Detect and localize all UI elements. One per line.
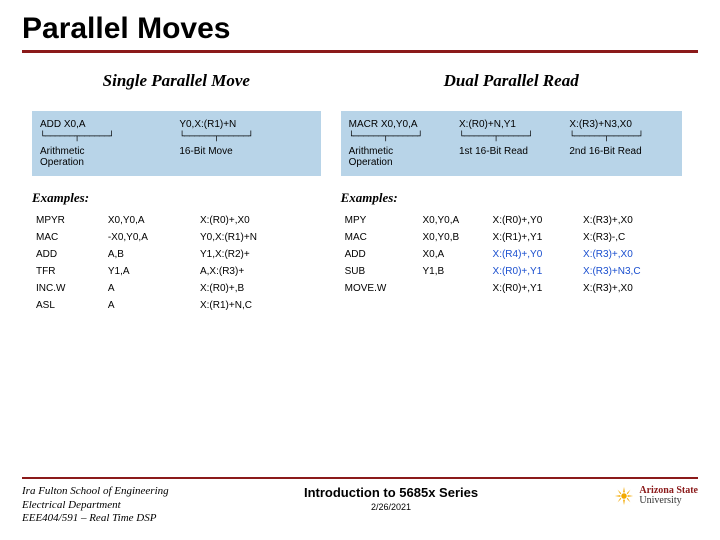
table-cell: TFR bbox=[32, 263, 104, 280]
table-cell: X0,Y0,A bbox=[104, 212, 196, 229]
table-row: ADDX0,AX:(R4)+,Y0X:(R3)+,X0 bbox=[341, 246, 682, 263]
footer-right: Arizona State University bbox=[613, 485, 698, 507]
left-examples-table: MPYRX0,Y0,AX:(R0)+,X0MAC-X0,Y0,AY0,X:(R1… bbox=[32, 212, 321, 314]
left-column: Single Parallel Move ADD X0,A └──────┬───… bbox=[32, 71, 321, 314]
table-cell: A,X:(R3)+ bbox=[196, 263, 321, 280]
table-cell: X:(R3)+,X0 bbox=[579, 212, 682, 229]
table-cell: Y1,A bbox=[104, 263, 196, 280]
table-cell: X0,Y0,B bbox=[418, 229, 488, 246]
instr-cell: Y0,X:(R1)+N └──────┬──────┘ 16-Bit Move bbox=[179, 119, 312, 168]
table-cell: INC.W bbox=[32, 280, 104, 297]
footer-center-date: 2/26/2021 bbox=[169, 502, 614, 512]
right-column: Dual Parallel Read MACR X0,Y0,A └──────┬─… bbox=[341, 71, 682, 314]
table-row: ADDA,BY1,X:(R2)+ bbox=[32, 246, 321, 263]
footer-center: Introduction to 5685x Series 2/26/2021 bbox=[169, 485, 614, 512]
instr-text: MACR X0,Y0,A bbox=[349, 119, 418, 130]
table-cell: MOVE.W bbox=[341, 280, 419, 297]
table-cell: X:(R3)+,X0 bbox=[579, 280, 682, 297]
table-cell: ADD bbox=[341, 246, 419, 263]
bracket-icon: └──────┬──────┘ bbox=[179, 132, 253, 142]
table-row: MAC-X0,Y0,AY0,X:(R1)+N bbox=[32, 229, 321, 246]
table-cell: X:(R0)+,B bbox=[196, 280, 321, 297]
table-cell: X:(R0)+,X0 bbox=[196, 212, 321, 229]
table-cell: ADD bbox=[32, 246, 104, 263]
instr-label: ArithmeticOperation bbox=[349, 146, 393, 168]
table-cell: X:(R3)-,C bbox=[579, 229, 682, 246]
table-cell: -X0,Y0,A bbox=[104, 229, 196, 246]
table-cell: MPY bbox=[341, 212, 419, 229]
instr-cell: X:(R3)+N3,X0 └──────┬──────┘ 2nd 16-Bit Re… bbox=[569, 119, 673, 168]
left-instruction-box: ADD X0,A └──────┬──────┘ ArithmeticOperati… bbox=[32, 111, 321, 176]
table-row: MACX0,Y0,BX:(R1)+,Y1X:(R3)-,C bbox=[341, 229, 682, 246]
table-row: MOVE.W X:(R0)+,Y1X:(R3)+,X0 bbox=[341, 280, 682, 297]
title-underline bbox=[22, 50, 698, 53]
instr-text: Y0,X:(R1)+N bbox=[179, 119, 236, 130]
table-cell: Y0,X:(R1)+N bbox=[196, 229, 321, 246]
table-row: TFRY1,AA,X:(R3)+ bbox=[32, 263, 321, 280]
right-examples-heading: Examples: bbox=[341, 190, 682, 206]
instr-text: ADD X0,A bbox=[40, 119, 86, 130]
asu-sunburst-icon bbox=[613, 485, 635, 507]
left-examples-heading: Examples: bbox=[32, 190, 321, 206]
instr-text: X:(R0)+N,Y1 bbox=[459, 119, 516, 130]
footer-left-text: Ira Fulton School of EngineeringElectric… bbox=[22, 485, 169, 526]
instr-label: 1st 16-Bit Read bbox=[459, 146, 528, 157]
table-cell: X0,Y0,A bbox=[418, 212, 488, 229]
table-cell: ASL bbox=[32, 297, 104, 314]
table-cell: A,B bbox=[104, 246, 196, 263]
bracket-icon: └──────┬──────┘ bbox=[459, 132, 533, 142]
table-cell: X:(R1)+N,C bbox=[196, 297, 321, 314]
table-cell: X0,A bbox=[418, 246, 488, 263]
content-area: Single Parallel Move ADD X0,A └──────┬───… bbox=[22, 71, 698, 314]
footer-divider bbox=[22, 477, 698, 479]
table-cell: X:(R4)+,Y0 bbox=[489, 246, 580, 263]
footer: Ira Fulton School of EngineeringElectric… bbox=[22, 477, 698, 526]
instr-text: X:(R3)+N3,X0 bbox=[569, 119, 632, 130]
right-instruction-box: MACR X0,Y0,A └──────┬──────┘ ArithmeticOpe… bbox=[341, 111, 682, 176]
table-cell: Y1,X:(R2)+ bbox=[196, 246, 321, 263]
right-examples-table: MPYX0,Y0,AX:(R0)+,Y0X:(R3)+,X0MACX0,Y0,B… bbox=[341, 212, 682, 297]
table-row: INC.WAX:(R0)+,B bbox=[32, 280, 321, 297]
table-row: MPYRX0,Y0,AX:(R0)+,X0 bbox=[32, 212, 321, 229]
table-cell: X:(R0)+,Y1 bbox=[489, 263, 580, 280]
table-cell: X:(R0)+,Y0 bbox=[489, 212, 580, 229]
instr-cell: ADD X0,A └──────┬──────┘ ArithmeticOperati… bbox=[40, 119, 173, 168]
footer-center-title: Introduction to 5685x Series bbox=[169, 485, 614, 500]
asu-text-line2: University bbox=[639, 496, 698, 506]
footer-left-line: EEE404/591 – Real Time DSP bbox=[22, 512, 169, 526]
asu-text: Arizona State University bbox=[639, 486, 698, 506]
bracket-icon: └──────┬──────┘ bbox=[569, 132, 643, 142]
instr-label: 16-Bit Move bbox=[179, 146, 232, 157]
table-cell: X:(R3)+,X0 bbox=[579, 246, 682, 263]
table-cell: X:(R3)+N3,C bbox=[579, 263, 682, 280]
table-cell: A bbox=[104, 280, 196, 297]
instr-cell: MACR X0,Y0,A └──────┬──────┘ ArithmeticOpe… bbox=[349, 119, 453, 168]
right-heading: Dual Parallel Read bbox=[341, 71, 682, 91]
table-row: SUBY1,BX:(R0)+,Y1X:(R3)+N3,C bbox=[341, 263, 682, 280]
table-cell: MAC bbox=[32, 229, 104, 246]
bracket-icon: └──────┬──────┘ bbox=[349, 132, 423, 142]
table-cell bbox=[418, 280, 488, 297]
table-cell: Y1,B bbox=[418, 263, 488, 280]
bracket-icon: └──────┬──────┘ bbox=[40, 132, 114, 142]
table-cell: X:(R1)+,Y1 bbox=[489, 229, 580, 246]
footer-content: Ira Fulton School of EngineeringElectric… bbox=[22, 485, 698, 526]
table-cell: MPYR bbox=[32, 212, 104, 229]
footer-left-line: Ira Fulton School of Engineering bbox=[22, 485, 169, 499]
instr-label: 2nd 16-Bit Read bbox=[569, 146, 641, 157]
left-heading: Single Parallel Move bbox=[32, 71, 321, 91]
table-cell: A bbox=[104, 297, 196, 314]
table-cell: X:(R0)+,Y1 bbox=[489, 280, 580, 297]
slide-container: Parallel Moves Single Parallel Move ADD … bbox=[0, 0, 720, 540]
slide-title: Parallel Moves bbox=[22, 12, 698, 46]
table-row: ASLAX:(R1)+N,C bbox=[32, 297, 321, 314]
table-cell: SUB bbox=[341, 263, 419, 280]
instr-cell: X:(R0)+N,Y1 └──────┬──────┘ 1st 16-Bit Rea… bbox=[459, 119, 563, 168]
table-cell: MAC bbox=[341, 229, 419, 246]
footer-left-line: Electrical Department bbox=[22, 499, 169, 513]
instr-label: ArithmeticOperation bbox=[40, 146, 84, 168]
table-row: MPYX0,Y0,AX:(R0)+,Y0X:(R3)+,X0 bbox=[341, 212, 682, 229]
